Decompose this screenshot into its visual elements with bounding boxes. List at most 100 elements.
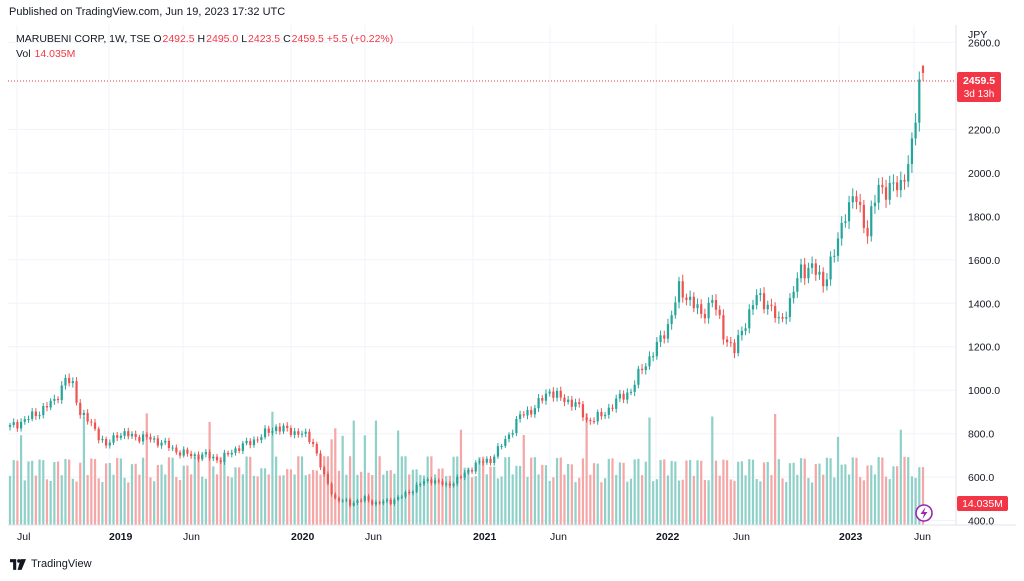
candle-body (153, 438, 156, 440)
candle-body (223, 452, 226, 462)
candle-body (615, 398, 618, 409)
volume-bar (833, 477, 836, 525)
high-label: H (197, 33, 206, 45)
candle-body (234, 448, 237, 453)
volume-bar (677, 480, 681, 525)
volume-label: Vol (16, 48, 31, 60)
volume-bar (711, 416, 714, 525)
volume-bar (744, 475, 747, 525)
close-value: 2459.5 (291, 33, 324, 45)
volume-bar (31, 460, 34, 525)
candle-body (452, 483, 455, 486)
candle-body (873, 202, 877, 207)
candle-body (278, 426, 281, 432)
time-axis[interactable]: Jul 2019 Jun 2020 Jun 2021 Jun 2022 Jun 2023 Jun (17, 531, 931, 543)
candle-body (755, 295, 758, 306)
volume-bar (60, 475, 63, 525)
candle-body (740, 330, 743, 336)
volume-bar (38, 459, 41, 525)
candle-body (130, 433, 134, 437)
volume-bar (452, 456, 455, 525)
volume-bar (493, 466, 496, 525)
candle-body (393, 499, 396, 504)
candle-body (877, 184, 880, 203)
volume-bar (42, 460, 45, 525)
candle-body (478, 461, 481, 463)
candle-body (896, 182, 899, 191)
lightning-icon[interactable] (915, 504, 933, 522)
chart-canvas[interactable]: 2600.0 2200.0 2000.0 1800.0 1600.0 1400.0 1200… (8, 25, 1016, 549)
volume-bar (526, 476, 529, 525)
symbol-label[interactable]: MARUBENI CORP, 1W, TSE (16, 33, 151, 45)
volume-bar (522, 435, 525, 525)
candle-body (652, 356, 655, 358)
volume-bar (190, 474, 193, 525)
volume-bar (463, 467, 466, 525)
candle-body (363, 496, 366, 501)
volume-bar (866, 465, 869, 525)
volume-bar (766, 461, 769, 525)
volume-bar (615, 474, 618, 525)
candle-body (345, 499, 348, 501)
candle-body (141, 434, 145, 442)
time-tick-label: Jun (550, 531, 567, 543)
candle-body (459, 476, 463, 478)
volume-bar (533, 457, 536, 525)
volume-bar (430, 456, 433, 525)
volume-bar (212, 466, 215, 525)
volume-bar (851, 457, 854, 525)
candle-body (581, 404, 585, 418)
volume-bar (27, 461, 30, 525)
candle-body (659, 335, 662, 343)
candle-body (921, 65, 925, 73)
time-tick-label: Jul (17, 531, 30, 543)
volume-bar (34, 475, 37, 525)
volume-bar (485, 474, 488, 525)
candle-body (770, 304, 773, 306)
volume-bar (134, 463, 137, 525)
candle-body (245, 440, 248, 444)
candle-body (500, 445, 503, 447)
volume-bar (108, 462, 111, 525)
candle-body (16, 422, 19, 429)
candle-body (681, 281, 684, 298)
candle-body (618, 393, 622, 399)
volume-bar (456, 456, 459, 525)
candle-body (511, 433, 514, 435)
volume-bar (145, 413, 148, 525)
volume-bar (622, 462, 625, 525)
volume-bar (655, 479, 658, 525)
volume-bar (385, 470, 389, 525)
volume-bar (785, 481, 788, 525)
time-tick-label: 2019 (109, 531, 133, 543)
volume-bar (681, 479, 684, 525)
volume-bar (93, 459, 97, 525)
volume-bar (707, 480, 710, 525)
candle-body (411, 491, 415, 494)
volume-bar (138, 474, 141, 525)
candle-body (323, 467, 326, 475)
candle-body (803, 264, 806, 279)
candle-body (470, 470, 474, 472)
candle-body (585, 417, 588, 421)
volume-badge-value: 14.035M (962, 498, 1003, 510)
candle-body (201, 454, 204, 460)
candle-body (27, 418, 30, 420)
volume-bar (896, 466, 899, 525)
candle-body (226, 452, 230, 455)
candle-body (160, 442, 163, 446)
volume-bar (892, 466, 895, 525)
candle-body (93, 422, 97, 429)
candle-body (718, 309, 721, 316)
candle-body (918, 79, 921, 123)
candle-body (829, 256, 832, 280)
candle-body (899, 179, 902, 191)
currency-label: JPY (968, 29, 987, 41)
price-axis[interactable]: 2600.0 2200.0 2000.0 1800.0 1600.0 1400.0 1200… (968, 37, 1000, 527)
candle-body (374, 502, 378, 505)
candle-body (341, 500, 344, 502)
candle-body (123, 431, 126, 436)
candle-body (437, 480, 440, 482)
candle-body (914, 122, 917, 139)
candle-body (596, 411, 599, 422)
